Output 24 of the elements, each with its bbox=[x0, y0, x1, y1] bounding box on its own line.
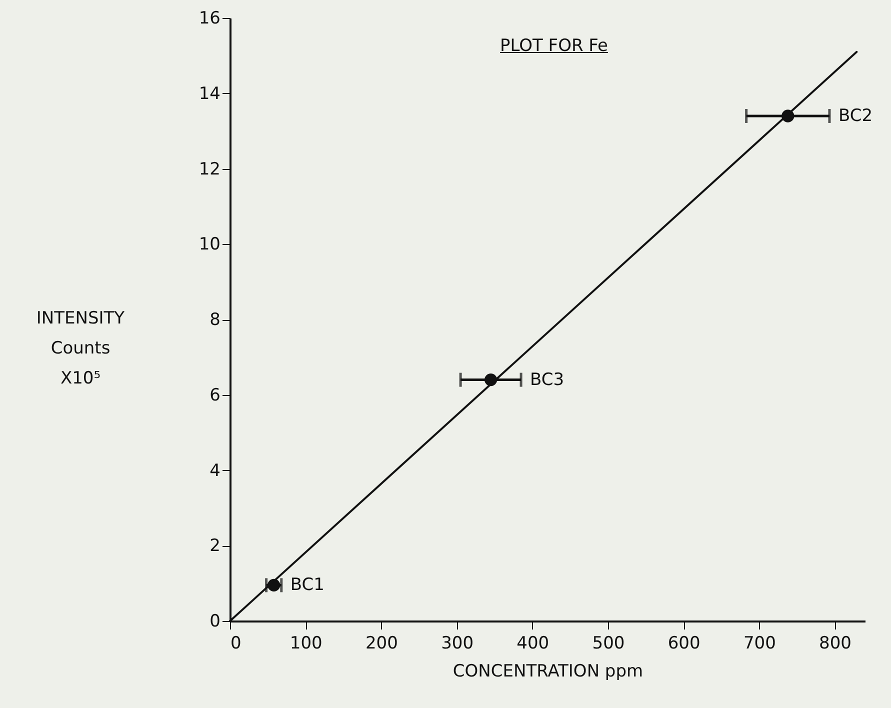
y-tick-label: 6 bbox=[210, 385, 220, 406]
y-tick-label: 4 bbox=[210, 460, 220, 481]
y-tick-label: 12 bbox=[198, 159, 220, 180]
x-tick-label: 100 bbox=[290, 634, 322, 654]
y-axis-title: INTENSITY Counts X10⁵ bbox=[36, 308, 126, 388]
x-tick-label: 300 bbox=[441, 634, 474, 654]
text: PLOT FOR Fe bbox=[500, 36, 608, 56]
y-tick-label: 0 bbox=[210, 612, 220, 632]
y-tick-label: 8 bbox=[210, 310, 220, 330]
y-tick-label: 14 bbox=[198, 84, 220, 104]
annotation: BC2 bbox=[838, 106, 873, 126]
y-tick-label: 16 bbox=[198, 8, 220, 28]
x-tick-label: 700 bbox=[743, 634, 776, 654]
y-tick-label: 2 bbox=[210, 536, 220, 556]
annotation: BC1 bbox=[290, 575, 324, 596]
x-axis-title: CONCENTRATION ppm bbox=[452, 662, 644, 682]
x-tick-label: 200 bbox=[365, 634, 398, 654]
y-tick-label: 10 bbox=[198, 234, 220, 255]
x-tick-label: 600 bbox=[668, 634, 700, 654]
x-tick-label: 400 bbox=[516, 634, 550, 654]
x-tick-label: 800 bbox=[819, 634, 852, 654]
annotation: BC3 bbox=[530, 370, 564, 390]
x-tick-label: 500 bbox=[592, 634, 625, 654]
x-tick-label: 0 bbox=[230, 634, 242, 654]
